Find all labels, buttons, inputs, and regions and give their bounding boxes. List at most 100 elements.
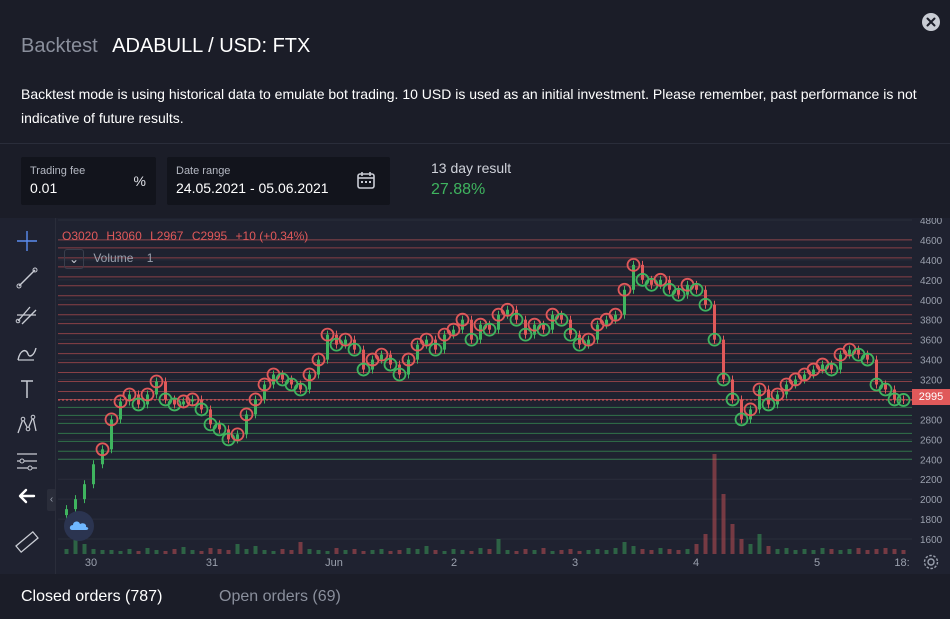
close-button[interactable] bbox=[922, 13, 940, 31]
x-tick-label: 30 bbox=[85, 557, 97, 569]
volume-value: 1 bbox=[146, 251, 154, 266]
y-tick-label: 2200 bbox=[920, 475, 943, 486]
candle-body bbox=[308, 374, 311, 390]
candle-body bbox=[101, 449, 104, 465]
pair-title: ADABULL / USD: FTX bbox=[112, 35, 311, 57]
y-tick-label: 2600 bbox=[920, 435, 943, 446]
brush-tool[interactable] bbox=[12, 338, 42, 366]
volume-bar bbox=[352, 549, 357, 554]
volume-bar bbox=[271, 551, 276, 554]
volume-bar bbox=[604, 550, 609, 554]
sell-order-marker bbox=[257, 377, 272, 392]
volume-bar bbox=[145, 548, 150, 554]
sell-order-marker bbox=[770, 387, 785, 402]
candle-body bbox=[254, 399, 257, 415]
candle-body bbox=[443, 334, 446, 350]
candle-body bbox=[902, 399, 905, 401]
candle-body bbox=[848, 349, 851, 355]
volume-bar bbox=[433, 550, 438, 554]
volume-bar bbox=[874, 549, 879, 554]
candle-body bbox=[569, 319, 572, 335]
candle-body bbox=[452, 329, 455, 335]
sell-order-marker bbox=[419, 332, 434, 347]
volume-bar bbox=[676, 550, 681, 554]
chart-area[interactable] bbox=[0, 218, 950, 574]
candle-body bbox=[371, 359, 374, 370]
candle-body bbox=[380, 354, 383, 360]
sell-order-marker bbox=[581, 332, 596, 347]
gear-icon bbox=[923, 554, 939, 570]
pitchfork-tool[interactable] bbox=[12, 301, 42, 329]
candle-body bbox=[632, 264, 635, 290]
sell-order-marker bbox=[176, 394, 191, 409]
trading-fee-value: 0.01 bbox=[30, 180, 58, 196]
y-tick-label: 4000 bbox=[920, 296, 943, 307]
buy-order-marker bbox=[293, 382, 308, 397]
volume-bar bbox=[595, 549, 600, 554]
text-tool[interactable] bbox=[12, 375, 42, 403]
candle-body bbox=[227, 429, 230, 440]
volume-bar bbox=[514, 551, 519, 554]
candle-body bbox=[290, 379, 293, 385]
volume-bar bbox=[847, 549, 852, 554]
candle-body bbox=[713, 304, 716, 340]
volume-bar bbox=[784, 548, 789, 554]
back-arrow-icon bbox=[18, 488, 36, 504]
volume-bar bbox=[694, 544, 699, 554]
ohlc-close: C2995 bbox=[191, 229, 228, 243]
candle-body bbox=[857, 349, 860, 355]
tab-closed-orders[interactable]: Closed orders (787) bbox=[21, 588, 163, 605]
tab-open-orders[interactable]: Open orders (69) bbox=[219, 588, 341, 605]
ruler-tool[interactable] bbox=[12, 528, 42, 556]
volume-bar bbox=[856, 548, 861, 554]
price-chart[interactable]: 1600180020002200240026002800300032003400… bbox=[56, 218, 950, 574]
buy-order-marker bbox=[212, 422, 227, 437]
buy-order-marker bbox=[536, 322, 551, 337]
trend-line-tool[interactable] bbox=[12, 264, 42, 292]
chevron-down-icon[interactable]: ⌄ bbox=[64, 249, 84, 269]
volume-bar bbox=[811, 550, 816, 554]
trading-fee-field[interactable]: Trading fee 0.01 % bbox=[21, 157, 156, 205]
volume-bar bbox=[424, 546, 429, 554]
sell-order-marker bbox=[95, 442, 110, 457]
volume-bar bbox=[406, 548, 411, 554]
volume-bar bbox=[316, 550, 321, 554]
sell-order-marker bbox=[752, 382, 767, 397]
y-tick-label: 3200 bbox=[920, 376, 943, 387]
candle-body bbox=[218, 424, 221, 430]
candle-body bbox=[299, 384, 302, 390]
volume-bar bbox=[496, 539, 501, 554]
volume-bar bbox=[208, 548, 213, 554]
volume-bar bbox=[397, 550, 402, 554]
volume-bar bbox=[721, 494, 726, 554]
calendar-icon[interactable] bbox=[356, 170, 376, 195]
backtest-description: Backtest mode is using historical data t… bbox=[21, 86, 917, 126]
volume-bar bbox=[667, 549, 672, 554]
back-tool[interactable] bbox=[12, 482, 42, 510]
candle-body bbox=[776, 394, 779, 405]
volume-bar bbox=[658, 548, 663, 554]
candle-body bbox=[839, 354, 842, 370]
buy-order-marker bbox=[167, 397, 182, 412]
volume-bar bbox=[451, 549, 456, 554]
chart-settings-button[interactable] bbox=[922, 553, 940, 576]
volume-bar bbox=[343, 550, 348, 554]
fib-tool[interactable] bbox=[12, 447, 42, 475]
candle-body bbox=[164, 381, 167, 400]
volume-bar bbox=[559, 550, 564, 554]
toolbar-collapse-handle[interactable]: ‹ bbox=[47, 489, 56, 511]
y-tick-label: 4800 bbox=[920, 218, 943, 227]
date-range-field[interactable]: Date range 24.05.2021 - 05.06.2021 bbox=[167, 157, 390, 205]
pattern-tool[interactable] bbox=[12, 411, 42, 439]
pitchfork-icon bbox=[15, 306, 37, 325]
fib-retracement-icon bbox=[17, 453, 37, 471]
y-tick-label: 1600 bbox=[920, 535, 943, 546]
crosshair-tool[interactable] bbox=[12, 227, 42, 255]
candle-body bbox=[281, 374, 284, 380]
buy-order-marker bbox=[887, 392, 902, 407]
volume-bar bbox=[487, 549, 492, 554]
x-tick-label: 4 bbox=[693, 557, 699, 569]
candle-body bbox=[542, 324, 545, 330]
volume-bar bbox=[802, 549, 807, 554]
candle-body bbox=[326, 334, 329, 360]
